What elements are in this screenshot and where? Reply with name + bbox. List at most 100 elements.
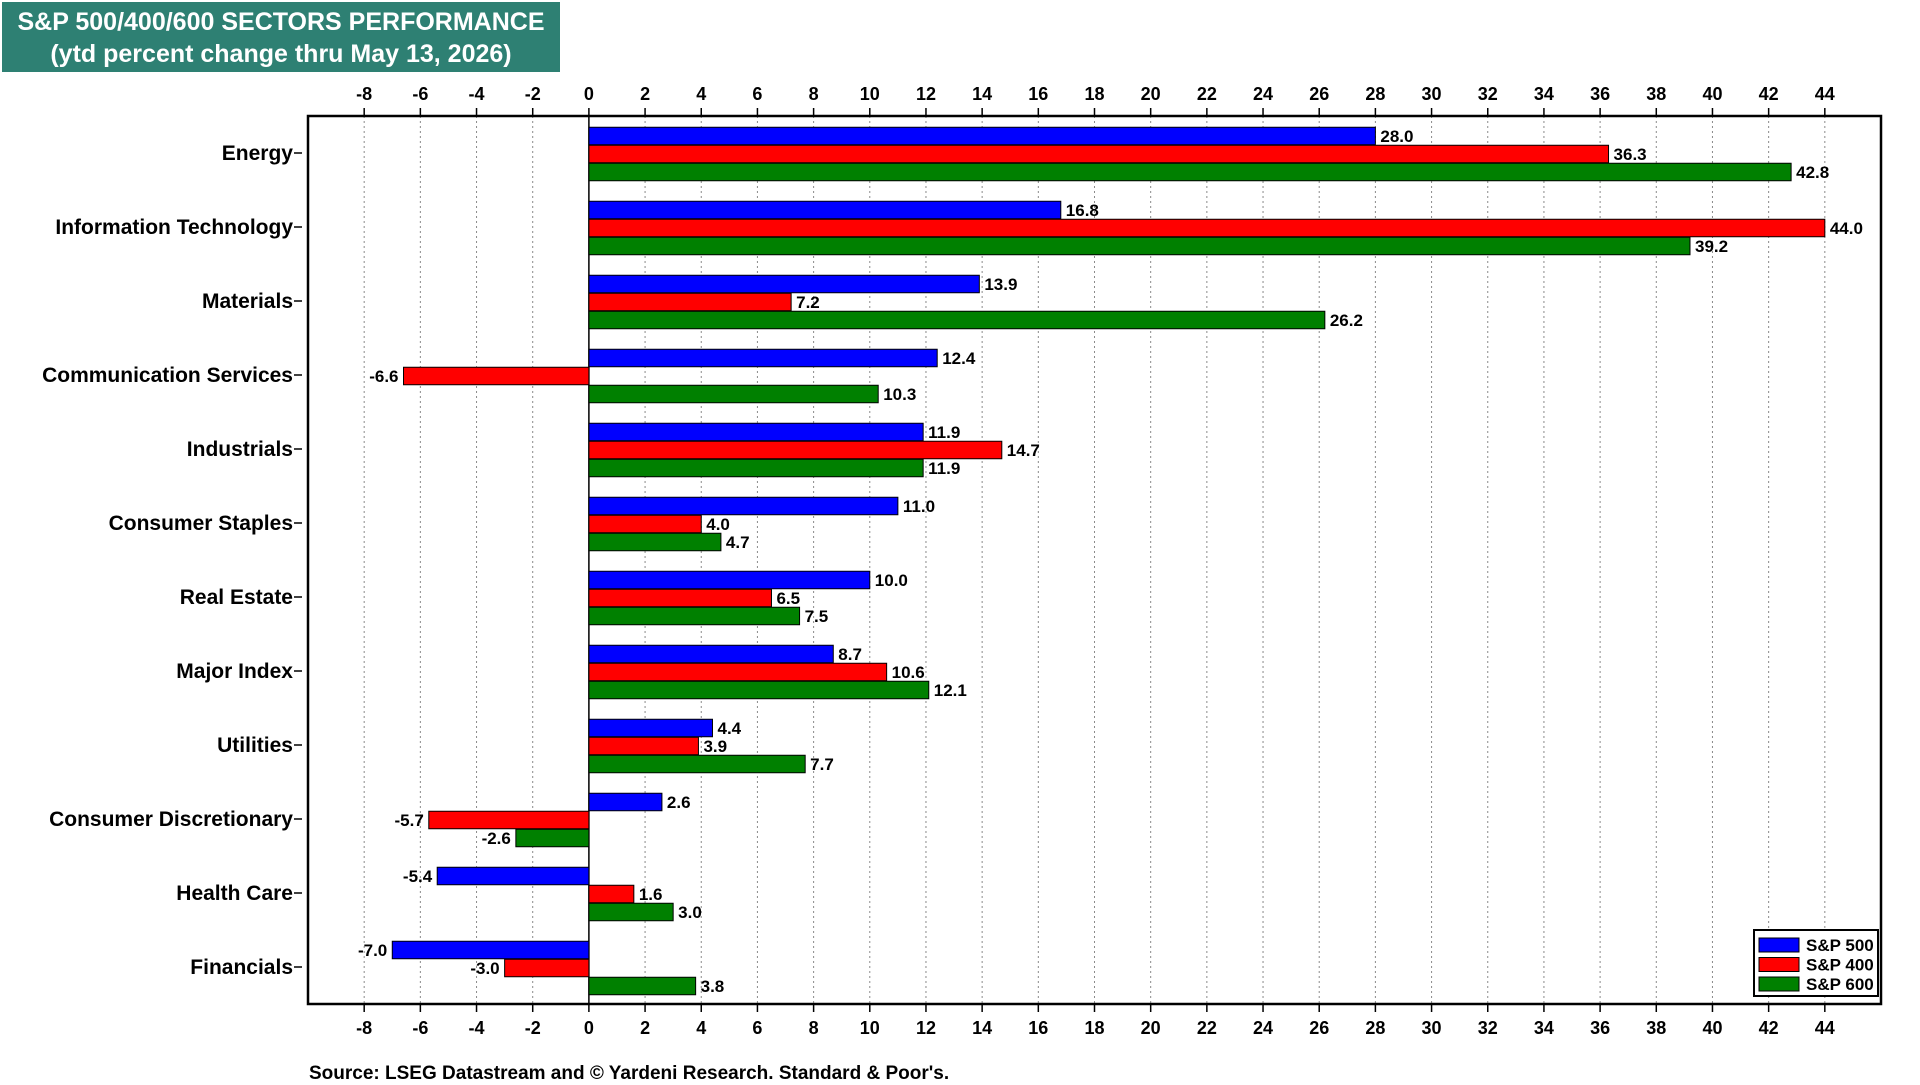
legend-label: S&P 400 [1806,956,1874,975]
chart-title: S&P 500/400/600 SECTORS PERFORMANCE [17,8,545,36]
legend-label: S&P 500 [1806,936,1874,955]
x-tick-label-bottom: 6 [752,1018,762,1038]
bar-s-p-600 [588,310,1326,330]
data-label: 42.8 [1796,163,1829,182]
data-label: 8.7 [838,645,862,664]
bar-s-p-500 [588,126,1376,146]
data-label: 4.7 [726,533,750,552]
bar-s-p-400 [588,736,699,756]
bar-s-p-400 [588,588,772,608]
data-label: 39.2 [1695,237,1728,256]
data-label: 6.5 [776,589,800,608]
x-tick-label-bottom: 32 [1478,1018,1498,1038]
data-label: 4.0 [706,515,730,534]
x-tick-label-top: 28 [1365,84,1385,104]
data-label: 11.9 [928,459,960,478]
x-tick-label-top: 8 [809,84,819,104]
bar-s-p-600 [588,162,1792,182]
x-tick-label-top: 6 [752,84,762,104]
x-tick-label-bottom: 34 [1534,1018,1554,1038]
x-tick-label-top: 14 [972,84,992,104]
source-note: Source: LSEG Datastream and © Yardeni Re… [309,1063,950,1084]
bar-s-p-400 [588,292,792,312]
bar-s-p-500 [588,792,663,812]
plot-frame [306,114,1883,1006]
data-label: -5.4 [403,867,433,886]
data-label: 3.9 [703,737,727,756]
x-tick-label-top: 40 [1702,84,1722,104]
x-tick-label-bottom: 2 [640,1018,650,1038]
bar-s-p-600 [588,532,722,552]
data-label: 13.9 [984,275,1017,294]
data-label: 28.0 [1380,127,1413,146]
bar-s-p-400 [588,514,702,534]
x-tick-label-bottom: 24 [1253,1018,1273,1038]
x-tick-label-top: 10 [860,84,880,104]
x-tick-label-top: 24 [1253,84,1273,104]
bar-s-p-400 [588,218,1826,238]
bar-s-p-400 [588,662,888,682]
data-label: 44.0 [1830,219,1863,238]
category-label: Utilities [217,734,293,757]
bar-s-p-400 [588,884,635,904]
x-tick-label-bottom: -2 [525,1018,541,1038]
data-label: 3.8 [701,977,725,996]
x-tick-label-top: 4 [696,84,706,104]
category-label: Financials [190,956,293,979]
x-tick-label-top: 16 [1028,84,1048,104]
category-label: Health Care [176,882,293,905]
bar-s-p-600 [588,754,806,774]
x-tick-label-bottom: 12 [916,1018,936,1038]
data-label: 10.0 [875,571,908,590]
bar-s-p-500 [436,866,590,886]
legend-swatch [1758,976,1800,992]
bar-s-p-400 [588,144,1610,164]
x-tick-label-bottom: 10 [860,1018,880,1038]
bar-s-p-500 [588,200,1062,220]
data-label: 14.7 [1007,441,1040,460]
data-label: 11.9 [928,423,960,442]
bar-s-p-500 [588,644,834,664]
x-tick-label-top: 32 [1478,84,1498,104]
bar-s-p-600 [588,458,924,478]
data-label: -3.0 [470,959,499,978]
data-label: -6.6 [369,367,398,386]
category-label: Consumer Discretionary [49,808,293,831]
data-label: 12.1 [934,681,967,700]
x-tick-label-top: 22 [1197,84,1217,104]
bar-s-p-600 [588,606,801,626]
x-tick-label-top: 20 [1141,84,1161,104]
category-label: Energy [222,142,294,165]
bar-s-p-400 [428,810,590,830]
x-tick-label-top: 0 [584,84,594,104]
x-tick-label-top: 18 [1084,84,1104,104]
data-label: 2.6 [667,793,691,812]
x-tick-label-top: 26 [1309,84,1329,104]
x-tick-label-bottom: 4 [696,1018,706,1038]
bar-s-p-500 [391,940,590,960]
x-tick-label-bottom: 22 [1197,1018,1217,1038]
x-tick-label-top: 38 [1646,84,1666,104]
bar-s-p-600 [588,976,697,996]
x-tick-label-top: 2 [640,84,650,104]
x-tick-label-top: 44 [1815,84,1835,104]
x-tick-label-bottom: 30 [1422,1018,1442,1038]
x-tick-label-bottom: 8 [809,1018,819,1038]
category-label: Major Index [176,660,293,683]
x-tick-label-bottom: 28 [1365,1018,1385,1038]
bar-s-p-600 [588,680,930,700]
category-label: Industrials [187,438,293,461]
data-label: 12.4 [942,349,976,368]
x-tick-label-bottom: 36 [1590,1018,1610,1038]
bar-s-p-400 [403,366,590,386]
data-label: 11.0 [903,497,935,516]
data-label: 7.5 [805,607,829,626]
x-tick-label-bottom: -4 [469,1018,485,1038]
bar-s-p-500 [588,348,938,368]
legend-label: S&P 600 [1806,975,1874,994]
x-tick-label-top: -4 [469,84,485,104]
data-label: 3.0 [678,903,702,922]
data-label: 1.6 [639,885,663,904]
bar-s-p-500 [588,274,980,294]
